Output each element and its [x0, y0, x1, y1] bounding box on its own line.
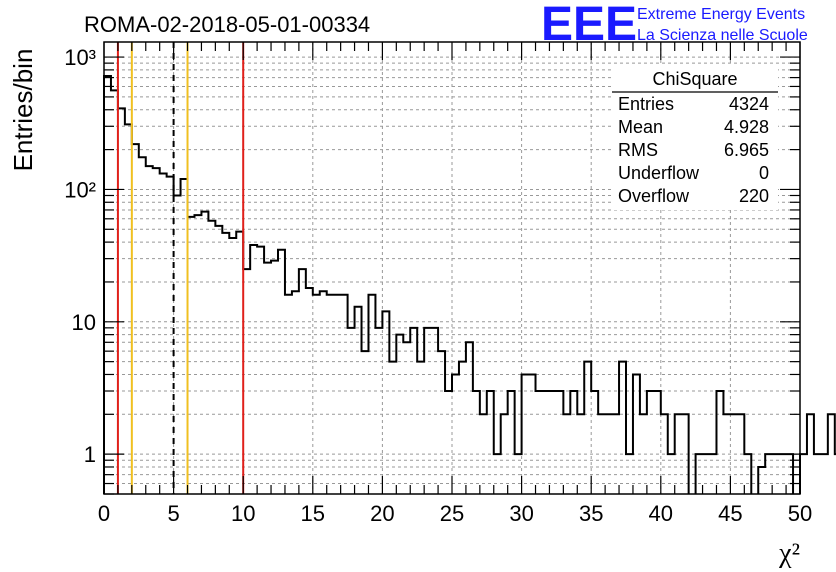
x-tick-label: 45 [718, 501, 742, 526]
stats-label-mean: Mean [618, 117, 663, 137]
x-tick-label: 40 [649, 501, 673, 526]
brand-line-1: Extreme Energy Events [637, 6, 805, 23]
stats-label-entries: Entries [618, 94, 674, 114]
x-tick-label: 15 [301, 501, 325, 526]
x-tick-label: 5 [167, 501, 179, 526]
stats-value-mean: 4.928 [724, 117, 769, 137]
y-tick-label: 1 [84, 442, 96, 467]
x-tick-label: 20 [370, 501, 394, 526]
stats-label-rms: RMS [618, 140, 658, 160]
x-tick-label: 0 [98, 501, 110, 526]
stats-label-overflow: Overflow [618, 186, 690, 206]
y-axis-label: Entries/bin [8, 49, 38, 172]
chart-title: ROMA-02-2018-05-01-00334 [84, 12, 370, 37]
histogram-series [103, 74, 836, 494]
stats-label-underflow: Underflow [618, 163, 700, 183]
eee-logo: EEE [541, 0, 637, 51]
stats-value-overflow: 220 [739, 186, 769, 206]
x-tick-label: 50 [788, 501, 812, 526]
x-tick-label: 25 [440, 501, 464, 526]
stats-value-entries: 4324 [729, 94, 769, 114]
x-axis-label: χ² [778, 538, 800, 569]
x-tick-label: 10 [231, 501, 255, 526]
stats-value-underflow: 0 [759, 163, 769, 183]
x-tick-label: 35 [579, 501, 603, 526]
stats-value-rms: 6.965 [724, 140, 769, 160]
stats-title: ChiSquare [652, 69, 737, 89]
y-tick-label: 10² [64, 177, 96, 202]
y-tick-label: 10³ [64, 45, 96, 70]
y-tick-label: 10 [72, 310, 96, 335]
brand-line-2: La Scienza nelle Scuole [637, 27, 808, 44]
x-tick-label: 30 [509, 501, 533, 526]
stats-box [612, 65, 778, 210]
